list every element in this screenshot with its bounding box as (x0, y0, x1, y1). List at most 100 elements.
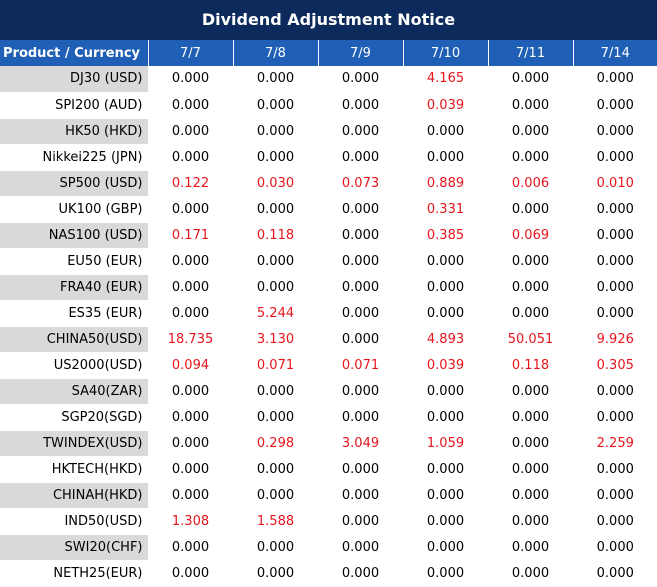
value-cell: 0.000 (488, 118, 574, 145)
value-cell: 0.000 (573, 508, 657, 535)
value-cell: 0.118 (488, 352, 574, 379)
table-row: US2000(USD) 0.094 0.071 0.071 0.039 0.118 0.30… (0, 352, 657, 379)
product-cell: CHINAH(HKD) (0, 482, 149, 509)
value-cell: 0.000 (318, 92, 404, 119)
product-cell: SPI200 (AUD) (0, 92, 149, 119)
table-row: NETH25(EUR) 0.000 0.000 0.000 0.000 0.000 0.00… (0, 560, 657, 587)
value-cell: 0.000 (403, 274, 489, 301)
value-cell: 0.000 (148, 92, 234, 119)
table-row: IND50(USD) 1.308 1.588 0.000 0.000 0.000 0.000 (0, 508, 657, 535)
value-cell: 0.000 (233, 534, 319, 561)
column-header-product: Product / Currency (0, 40, 149, 66)
value-cell: 0.000 (318, 378, 404, 405)
column-header-date: 7/9 (318, 40, 404, 66)
value-cell: 0.000 (573, 196, 657, 223)
value-cell: 0.000 (573, 560, 657, 587)
value-cell: 0.385 (403, 222, 489, 249)
value-cell: 0.000 (148, 534, 234, 561)
value-cell: 0.000 (573, 482, 657, 509)
value-cell: 0.000 (403, 300, 489, 327)
value-cell: 0.000 (488, 508, 574, 535)
value-cell: 0.000 (148, 560, 234, 587)
value-cell: 0.000 (403, 456, 489, 483)
value-cell: 0.000 (318, 144, 404, 171)
product-cell: NETH25(EUR) (0, 560, 149, 587)
value-cell: 0.000 (488, 144, 574, 171)
table-row: CHINAH(HKD) 0.000 0.000 0.000 0.000 0.000 0.00… (0, 482, 657, 509)
table-row: EU50 (EUR) 0.000 0.000 0.000 0.000 0.000 0.000 (0, 248, 657, 275)
value-cell: 0.000 (488, 300, 574, 327)
value-cell: 0.000 (233, 560, 319, 587)
table-header-row: Product / Currency 7/7 7/8 7/9 7/10 7/11… (0, 40, 657, 66)
value-cell: 0.000 (573, 92, 657, 119)
value-cell: 0.069 (488, 222, 574, 249)
value-cell: 0.000 (403, 248, 489, 275)
table-row: ES35 (EUR) 0.000 5.244 0.000 0.000 0.000 0.000 (0, 300, 657, 327)
value-cell: 0.000 (573, 404, 657, 431)
value-cell: 0.000 (233, 482, 319, 509)
value-cell: 0.122 (148, 170, 234, 197)
table-row: DJ30 (USD) 0.000 0.000 0.000 4.165 0.000 0.000 (0, 66, 657, 93)
product-cell: EU50 (EUR) (0, 248, 149, 275)
value-cell: 0.000 (403, 534, 489, 561)
product-cell: FRA40 (EUR) (0, 274, 149, 301)
product-cell: Nikkei225 (JPN) (0, 144, 149, 171)
value-cell: 5.244 (233, 300, 319, 327)
value-cell: 0.000 (233, 378, 319, 405)
value-cell: 50.051 (488, 326, 574, 353)
value-cell: 0.171 (148, 222, 234, 249)
value-cell: 0.000 (148, 66, 234, 93)
value-cell: 1.588 (233, 508, 319, 535)
value-cell: 0.000 (233, 404, 319, 431)
value-cell: 0.000 (488, 66, 574, 93)
value-cell: 1.059 (403, 430, 489, 457)
product-cell: HK50 (HKD) (0, 118, 149, 145)
value-cell: 0.305 (573, 352, 657, 379)
product-cell: US2000(USD) (0, 352, 149, 379)
value-cell: 3.130 (233, 326, 319, 353)
column-header-date: 7/11 (488, 40, 574, 66)
value-cell: 0.000 (573, 144, 657, 171)
value-cell: 0.000 (148, 118, 234, 145)
value-cell: 0.000 (403, 378, 489, 405)
value-cell: 0.000 (318, 482, 404, 509)
value-cell: 0.000 (488, 248, 574, 275)
value-cell: 0.000 (403, 508, 489, 535)
product-cell: SA40(ZAR) (0, 378, 149, 405)
value-cell: 0.000 (233, 66, 319, 93)
value-cell: 0.000 (488, 274, 574, 301)
value-cell: 18.735 (148, 326, 234, 353)
value-cell: 0.000 (233, 456, 319, 483)
table-row: TWINDEX(USD) 0.000 0.298 3.049 1.059 0.000 2.2… (0, 430, 657, 457)
page-title: Dividend Adjustment Notice (0, 0, 657, 40)
value-cell: 0.000 (318, 560, 404, 587)
value-cell: 0.000 (318, 300, 404, 327)
value-cell: 0.000 (488, 456, 574, 483)
table-row: HK50 (HKD) 0.000 0.000 0.000 0.000 0.000 0.000 (0, 118, 657, 145)
value-cell: 0.000 (318, 248, 404, 275)
value-cell: 0.000 (233, 92, 319, 119)
value-cell: 0.000 (488, 482, 574, 509)
table-row: HKTECH(HKD) 0.000 0.000 0.000 0.000 0.000 0.00… (0, 456, 657, 483)
value-cell: 0.000 (233, 196, 319, 223)
value-cell: 0.000 (318, 222, 404, 249)
value-cell: 0.000 (488, 378, 574, 405)
value-cell: 0.000 (148, 248, 234, 275)
value-cell: 0.000 (148, 144, 234, 171)
table-row: UK100 (GBP) 0.000 0.000 0.000 0.331 0.000 0.00… (0, 196, 657, 223)
value-cell: 0.118 (233, 222, 319, 249)
value-cell: 0.071 (233, 352, 319, 379)
product-cell: TWINDEX(USD) (0, 430, 149, 457)
value-cell: 0.000 (403, 482, 489, 509)
value-cell: 0.889 (403, 170, 489, 197)
value-cell: 0.000 (488, 196, 574, 223)
value-cell: 0.000 (488, 560, 574, 587)
value-cell: 0.331 (403, 196, 489, 223)
value-cell: 0.000 (233, 274, 319, 301)
value-cell: 0.000 (148, 274, 234, 301)
table-row: SPI200 (AUD) 0.000 0.000 0.000 0.039 0.000 0.0… (0, 92, 657, 119)
value-cell: 0.000 (488, 92, 574, 119)
dividend-table: Product / Currency 7/7 7/8 7/9 7/10 7/11… (0, 40, 657, 587)
table-row: Nikkei225 (JPN) 0.000 0.000 0.000 0.000 0.000… (0, 144, 657, 171)
value-cell: 9.926 (573, 326, 657, 353)
